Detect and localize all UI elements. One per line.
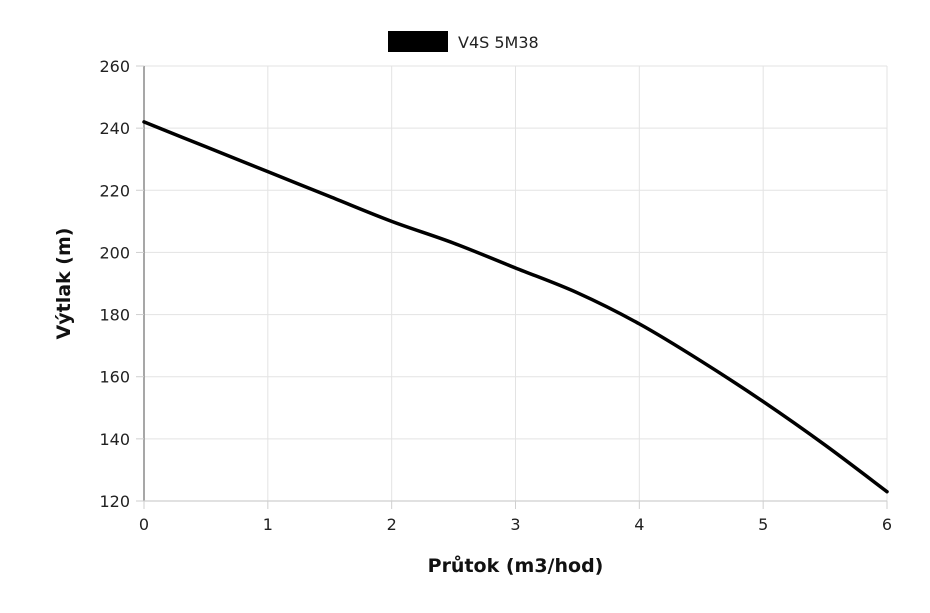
- y-axis-ticks: 120 140 160 180 200 220 240 260: [99, 57, 144, 511]
- series-line: [142, 120, 889, 494]
- x-axis-ticks: 0 1 2 3 4 5 6: [139, 501, 892, 534]
- x-tick-label: 3: [510, 515, 520, 534]
- y-tick-label: 140: [99, 430, 130, 449]
- y-tick-label: 240: [99, 119, 130, 138]
- x-tick-label: 2: [387, 515, 397, 534]
- x-tick-label: 0: [139, 515, 149, 534]
- y-tick-label: 160: [99, 368, 130, 387]
- x-tick-label: 6: [882, 515, 892, 534]
- x-tick-label: 5: [758, 515, 768, 534]
- legend-label: V4S 5M38: [458, 33, 539, 52]
- grid: [144, 65, 888, 501]
- y-tick-label: 220: [99, 181, 130, 200]
- x-tick-label: 4: [634, 515, 644, 534]
- x-tick-label: 1: [263, 515, 273, 534]
- x-axis-title: Průtok (m3/hod): [428, 554, 604, 577]
- legend-swatch: [388, 31, 448, 52]
- y-tick-label: 120: [99, 492, 130, 511]
- y-tick-label: 180: [99, 306, 130, 325]
- legend[interactable]: V4S 5M38: [388, 31, 539, 52]
- y-tick-label: 200: [99, 243, 130, 262]
- series-group: [142, 120, 889, 494]
- y-tick-label: 260: [99, 57, 130, 76]
- y-axis-title: Výtlak (m): [53, 228, 75, 340]
